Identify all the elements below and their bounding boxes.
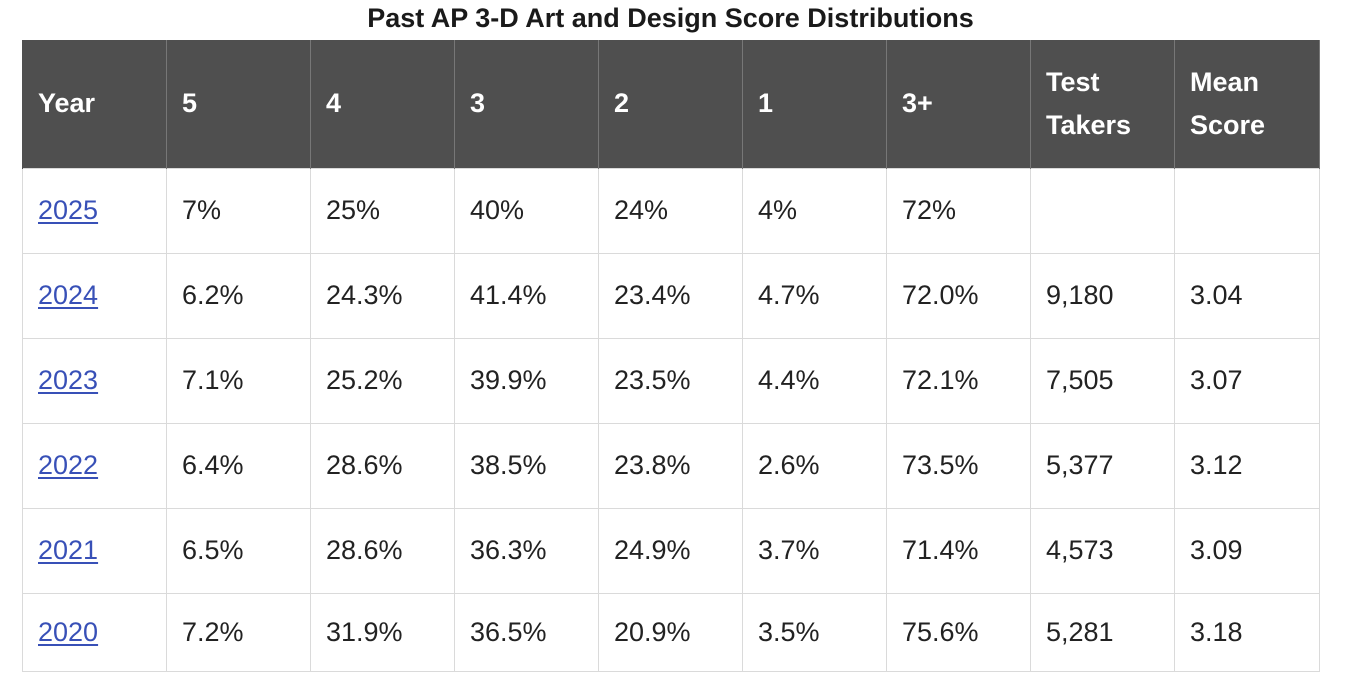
page-title: Past AP 3-D Art and Design Score Distrib… (367, 3, 974, 33)
score-1-cell: 3.7% (742, 507, 887, 594)
year-link[interactable]: 2021 (38, 535, 99, 565)
column-header-score-1: 1 (742, 40, 887, 168)
score-2-cell: 23.5% (598, 337, 743, 424)
table-row: 2020 7.2% 31.9% 36.5% 20.9% 3.5% 75.6% 5… (22, 592, 1320, 672)
score-1-cell: 4% (742, 167, 887, 254)
test-takers-cell: 4,573 (1030, 507, 1175, 594)
table-row: 2023 7.1% 25.2% 39.9% 23.5% 4.4% 72.1% 7… (22, 337, 1320, 424)
mean-score-cell: 3.12 (1174, 422, 1320, 509)
column-header-year: Year (22, 40, 167, 168)
year-link[interactable]: 2025 (38, 195, 99, 225)
score-3-cell: 38.5% (454, 422, 599, 509)
year-cell: 2020 (22, 592, 167, 672)
score-1-cell: 2.6% (742, 422, 887, 509)
score-5-cell: 7% (166, 167, 311, 254)
year-link[interactable]: 2024 (38, 280, 99, 310)
score-2-cell: 23.4% (598, 252, 743, 339)
column-header-score-4: 4 (310, 40, 455, 168)
mean-score-cell (1174, 167, 1320, 254)
score-4-cell: 31.9% (310, 592, 455, 672)
year-cell: 2025 (22, 167, 167, 254)
score-4-cell: 25% (310, 167, 455, 254)
table-row: 2021 6.5% 28.6% 36.3% 24.9% 3.7% 71.4% 4… (22, 507, 1320, 594)
year-link[interactable]: 2023 (38, 365, 99, 395)
year-link[interactable]: 2020 (38, 616, 99, 647)
column-header-test-takers: Test Takers (1030, 40, 1175, 168)
score-3-plus-cell: 72.0% (886, 252, 1031, 339)
year-cell: 2023 (22, 337, 167, 424)
score-5-cell: 6.4% (166, 422, 311, 509)
score-2-cell: 24% (598, 167, 743, 254)
mean-score-cell: 3.07 (1174, 337, 1320, 424)
test-takers-cell: 9,180 (1030, 252, 1175, 339)
score-4-cell: 24.3% (310, 252, 455, 339)
score-3-cell: 36.5% (454, 592, 599, 672)
score-3-cell: 41.4% (454, 252, 599, 339)
column-header-score-3-plus: 3+ (886, 40, 1031, 168)
year-cell: 2022 (22, 422, 167, 509)
mean-score-cell: 3.18 (1174, 592, 1320, 672)
column-header-mean-score: Mean Score (1174, 40, 1320, 168)
column-header-score-5: 5 (166, 40, 311, 168)
column-header-score-3: 3 (454, 40, 599, 168)
score-3-plus-cell: 72.1% (886, 337, 1031, 424)
table-row: 2024 6.2% 24.3% 41.4% 23.4% 4.7% 72.0% 9… (22, 252, 1320, 339)
score-5-cell: 7.1% (166, 337, 311, 424)
score-3-plus-cell: 75.6% (886, 592, 1031, 672)
year-link[interactable]: 2022 (38, 450, 99, 480)
score-5-cell: 7.2% (166, 592, 311, 672)
score-4-cell: 28.6% (310, 507, 455, 594)
test-takers-cell: 5,281 (1030, 592, 1175, 672)
score-2-cell: 23.8% (598, 422, 743, 509)
year-cell: 2021 (22, 507, 167, 594)
table-header-row: Year 5 4 3 2 1 3+ Test Takers Mean Score (22, 40, 1320, 168)
test-takers-cell: 5,377 (1030, 422, 1175, 509)
column-header-score-2: 2 (598, 40, 743, 168)
score-5-cell: 6.2% (166, 252, 311, 339)
score-3-plus-cell: 71.4% (886, 507, 1031, 594)
score-4-cell: 25.2% (310, 337, 455, 424)
year-cell: 2024 (22, 252, 167, 339)
test-takers-cell (1030, 167, 1175, 254)
table-row: 2025 7% 25% 40% 24% 4% 72% (22, 167, 1320, 254)
score-2-cell: 20.9% (598, 592, 743, 672)
score-distribution-table: Year 5 4 3 2 1 3+ Test Takers Mean Score… (22, 40, 1320, 672)
score-3-cell: 36.3% (454, 507, 599, 594)
mean-score-cell: 3.09 (1174, 507, 1320, 594)
score-1-cell: 4.7% (742, 252, 887, 339)
mean-score-cell: 3.04 (1174, 252, 1320, 339)
score-4-cell: 28.6% (310, 422, 455, 509)
score-5-cell: 6.5% (166, 507, 311, 594)
score-1-cell: 4.4% (742, 337, 887, 424)
test-takers-cell: 7,505 (1030, 337, 1175, 424)
score-3-plus-cell: 72% (886, 167, 1031, 254)
score-2-cell: 24.9% (598, 507, 743, 594)
score-3-cell: 39.9% (454, 337, 599, 424)
score-3-plus-cell: 73.5% (886, 422, 1031, 509)
table-row: 2022 6.4% 28.6% 38.5% 23.8% 2.6% 73.5% 5… (22, 422, 1320, 509)
score-1-cell: 3.5% (742, 592, 887, 672)
score-3-cell: 40% (454, 167, 599, 254)
